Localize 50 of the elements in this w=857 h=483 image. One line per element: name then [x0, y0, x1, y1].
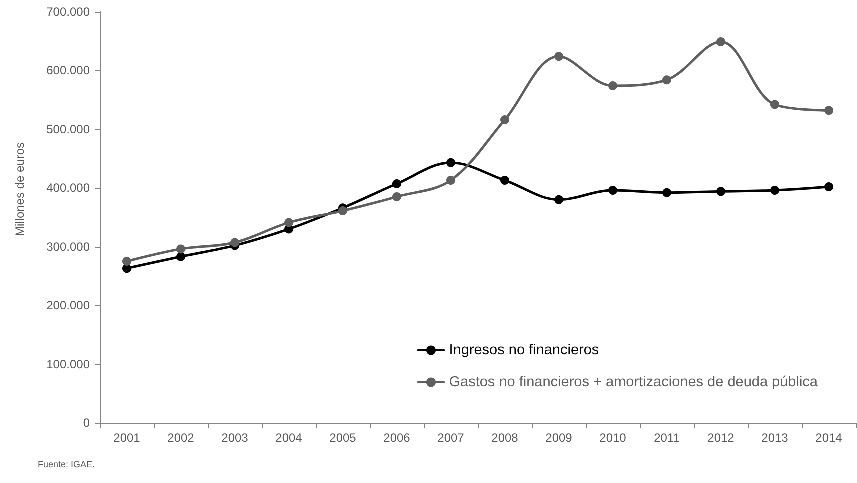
- point: [608, 186, 618, 195]
- point: [716, 37, 726, 46]
- x-tick-label: 2007: [438, 431, 465, 445]
- x-tick-label: 2001: [114, 431, 141, 445]
- point: [500, 116, 510, 125]
- point: [500, 176, 510, 186]
- point: [338, 206, 348, 216]
- y-tick-label: 700.000: [46, 5, 90, 19]
- legend-label: Ingresos no financieros: [449, 342, 600, 358]
- x-tick-label: 2006: [384, 431, 411, 445]
- x-tick-label: 2004: [276, 431, 303, 445]
- point: [446, 158, 456, 168]
- x-tick-label: 2011: [654, 431, 680, 445]
- x-tick-label: 2008: [492, 431, 519, 445]
- source-note: Fuente: IGAE.: [38, 460, 96, 470]
- point: [824, 182, 834, 192]
- y-tick-label: 0: [83, 416, 90, 430]
- y-tick-label: 200.000: [46, 298, 90, 313]
- point: [392, 180, 402, 189]
- point: [770, 186, 780, 195]
- point: [554, 52, 564, 62]
- point: [176, 252, 186, 262]
- x-tick-label: 2010: [600, 431, 627, 445]
- x-tick-label: 2012: [708, 431, 735, 445]
- x-tick-label: 2009: [546, 431, 573, 445]
- point: [662, 76, 672, 85]
- point: [392, 192, 402, 202]
- y-tick-label: 400.000: [46, 181, 90, 196]
- point: [608, 81, 618, 90]
- y-tick-label: 100.000: [46, 357, 90, 372]
- y-axis-title: Millones de euros: [13, 142, 27, 237]
- point: [176, 244, 186, 254]
- y-tick-label: 600.000: [46, 64, 90, 78]
- point: [824, 106, 834, 116]
- point: [122, 257, 132, 266]
- point: [284, 218, 294, 228]
- x-tick-label: 2013: [762, 431, 789, 445]
- legend-label: Gastos no financieros + amortizaciones de deuda pública: [449, 374, 819, 390]
- point: [770, 100, 780, 110]
- y-tick-label: 500.000: [46, 122, 90, 136]
- point: [716, 187, 726, 196]
- x-tick-label: 2002: [168, 431, 195, 445]
- y-tick-label: 300.000: [46, 240, 90, 254]
- point: [446, 176, 456, 186]
- x-tick-label: 2005: [330, 431, 357, 445]
- point: [662, 188, 672, 198]
- point: [554, 195, 564, 204]
- point: [230, 238, 240, 248]
- x-tick-label: 2014: [816, 431, 843, 445]
- x-tick-label: 2003: [222, 431, 249, 445]
